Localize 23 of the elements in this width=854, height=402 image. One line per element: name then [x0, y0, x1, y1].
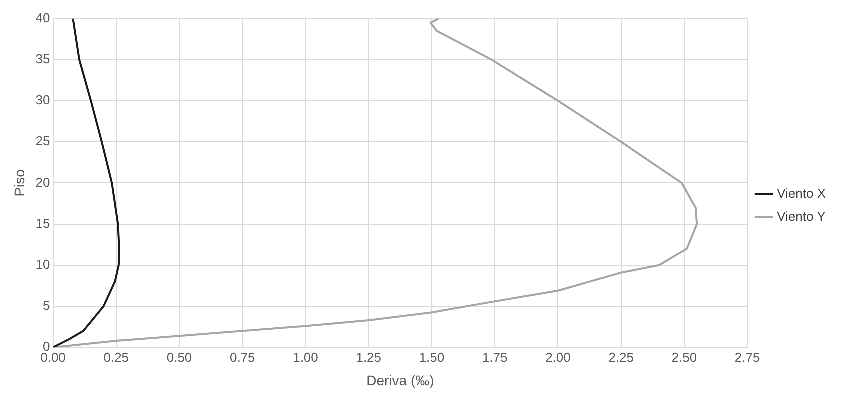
y-axis-title: Piso	[11, 169, 28, 197]
y-tick-label: 30	[36, 92, 50, 108]
x-tick-label: 1.00	[293, 350, 318, 365]
y-tick-label: 10	[36, 256, 50, 272]
y-tick-label: 35	[36, 51, 50, 66]
y-tick-label: 20	[36, 174, 50, 190]
x-tick-label: 0.25	[104, 350, 130, 365]
legend-label: Viento Y	[777, 209, 826, 224]
y-tick-label: 25	[36, 134, 50, 149]
x-tick-label: 2.75	[734, 350, 760, 365]
x-tick-label: 0.50	[166, 350, 192, 365]
x-tick-label: 0.75	[230, 350, 256, 365]
x-tick-label: 1.25	[356, 350, 382, 365]
x-tick-label: 2.00	[546, 350, 571, 365]
y-tick-label: 5	[43, 298, 50, 314]
x-tick-label: 1.50	[419, 350, 445, 365]
legend-label: Viento X	[777, 186, 826, 202]
x-tick-label: 1.75	[482, 350, 508, 365]
y-tick-label: 40	[36, 10, 50, 26]
x-axis-title: Deriva (‰)	[366, 372, 434, 388]
x-tick-label: 2.25	[608, 350, 634, 365]
x-tick-label: 2.50	[672, 350, 698, 365]
y-tick-label: 15	[36, 216, 50, 231]
